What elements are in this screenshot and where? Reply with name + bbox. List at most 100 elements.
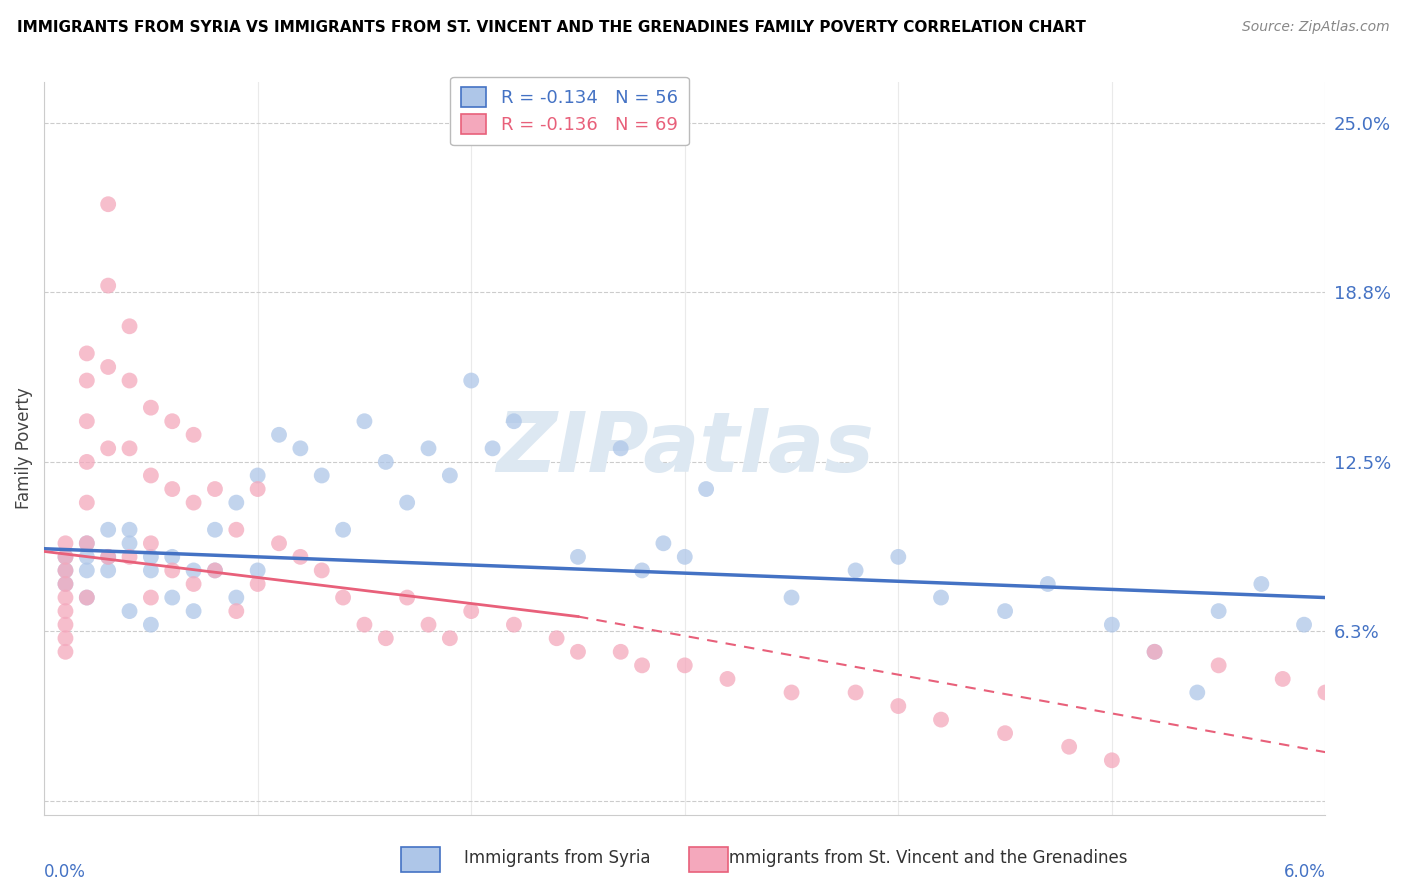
Point <box>55 645 77 659</box>
Point <box>118 523 141 537</box>
Point <box>97 278 120 293</box>
Point <box>1250 577 1272 591</box>
Point <box>246 468 269 483</box>
Point <box>183 427 205 442</box>
Point <box>139 549 162 564</box>
Point <box>1187 685 1209 699</box>
Point <box>374 455 396 469</box>
Point <box>55 577 77 591</box>
Point <box>139 536 162 550</box>
Point <box>460 374 482 388</box>
Point <box>503 617 526 632</box>
Point <box>673 549 696 564</box>
Y-axis label: Family Poverty: Family Poverty <box>15 387 32 509</box>
Point <box>439 632 461 646</box>
Point <box>695 482 717 496</box>
Point <box>55 563 77 577</box>
Point <box>55 563 77 577</box>
Point <box>76 495 98 509</box>
Point <box>1208 604 1230 618</box>
Point <box>481 442 503 456</box>
Point <box>162 591 184 605</box>
Point <box>1315 685 1337 699</box>
Point <box>780 591 803 605</box>
Point <box>55 604 77 618</box>
Point <box>353 617 375 632</box>
Text: ZIPatlas: ZIPatlas <box>496 408 873 489</box>
Point <box>246 577 269 591</box>
Point <box>183 577 205 591</box>
Point <box>1208 658 1230 673</box>
Point <box>1036 577 1059 591</box>
Point <box>994 604 1017 618</box>
Point <box>246 482 269 496</box>
Point <box>1143 645 1166 659</box>
Point <box>139 401 162 415</box>
Point <box>225 495 247 509</box>
Point <box>97 197 120 211</box>
Point <box>845 685 868 699</box>
Point <box>780 685 803 699</box>
Point <box>652 536 675 550</box>
Point <box>1292 617 1315 632</box>
Text: 6.0%: 6.0% <box>1284 863 1326 881</box>
Point <box>567 549 589 564</box>
Point <box>267 427 290 442</box>
Point <box>162 563 184 577</box>
Point <box>118 536 141 550</box>
Text: Immigrants from Syria: Immigrants from Syria <box>464 849 651 867</box>
Text: Immigrants from St. Vincent and the Grenadines: Immigrants from St. Vincent and the Gren… <box>724 849 1128 867</box>
Point <box>290 442 312 456</box>
Point <box>162 414 184 428</box>
Point <box>204 563 226 577</box>
Point <box>139 591 162 605</box>
Point <box>76 536 98 550</box>
Point <box>162 549 184 564</box>
Point <box>55 549 77 564</box>
Point <box>673 658 696 673</box>
Point <box>76 414 98 428</box>
Point <box>311 563 333 577</box>
Point <box>503 414 526 428</box>
Point <box>97 442 120 456</box>
Point <box>609 442 631 456</box>
Legend: R = -0.134   N = 56, R = -0.136   N = 69: R = -0.134 N = 56, R = -0.136 N = 69 <box>450 77 689 145</box>
Point <box>204 563 226 577</box>
Point <box>162 482 184 496</box>
Point <box>55 536 77 550</box>
Point <box>332 591 354 605</box>
Point <box>460 604 482 618</box>
Point <box>225 523 247 537</box>
Point <box>139 563 162 577</box>
Point <box>76 374 98 388</box>
Point <box>311 468 333 483</box>
Point <box>55 617 77 632</box>
Point <box>396 591 419 605</box>
Point <box>246 563 269 577</box>
Point <box>139 617 162 632</box>
Point <box>1101 753 1123 767</box>
Point <box>887 549 910 564</box>
Point <box>546 632 568 646</box>
Point <box>118 442 141 456</box>
Point <box>76 536 98 550</box>
Point <box>1101 617 1123 632</box>
Point <box>118 604 141 618</box>
Point <box>418 442 440 456</box>
Point <box>139 468 162 483</box>
Point <box>1057 739 1080 754</box>
Point <box>118 319 141 334</box>
Point <box>76 563 98 577</box>
Point <box>76 455 98 469</box>
Text: Source: ZipAtlas.com: Source: ZipAtlas.com <box>1241 20 1389 34</box>
Point <box>418 617 440 632</box>
Point <box>76 591 98 605</box>
Point <box>439 468 461 483</box>
Point <box>225 591 247 605</box>
Point <box>183 495 205 509</box>
Point <box>225 604 247 618</box>
Point <box>183 563 205 577</box>
Point <box>55 591 77 605</box>
Point <box>396 495 419 509</box>
Point <box>204 523 226 537</box>
